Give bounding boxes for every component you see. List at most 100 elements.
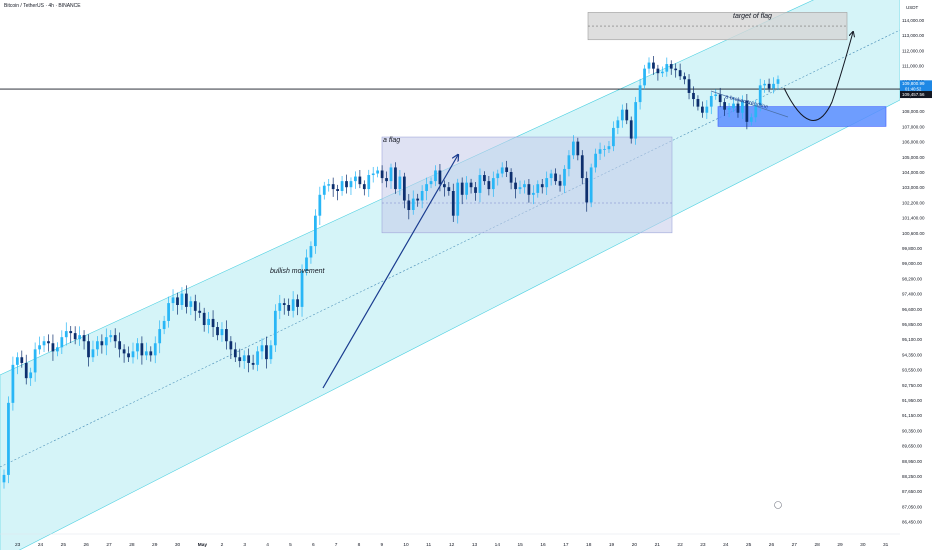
projection-arrow <box>783 32 853 121</box>
candle-body <box>687 79 691 93</box>
price-tick-label: 108,000.00 <box>902 109 925 114</box>
time-tick-label: 17 <box>563 542 569 548</box>
candle-body <box>607 146 611 150</box>
candle-body <box>429 181 433 185</box>
candle-body <box>701 106 704 113</box>
candle-body <box>51 343 55 352</box>
candle-body <box>394 167 397 190</box>
price-tick-label: 96,600.00 <box>902 307 923 312</box>
candle-body <box>554 173 557 182</box>
candle-body <box>171 297 175 304</box>
target-label: target of flag <box>733 13 772 20</box>
candle-body <box>758 85 762 106</box>
candle-body <box>567 155 571 169</box>
time-tick-label: 29 <box>837 542 843 548</box>
price-tick-label: 87,050.00 <box>902 504 923 509</box>
candle-body <box>38 345 41 350</box>
candle-body <box>260 345 264 352</box>
time-tick-label: 4 <box>266 542 269 548</box>
candle-body <box>509 172 513 183</box>
candle-body <box>420 191 424 201</box>
candle-body <box>287 305 291 311</box>
candle-body <box>56 347 59 352</box>
candle-body <box>732 103 735 109</box>
price-tick-label: 91,150.00 <box>902 413 923 418</box>
flag-box <box>381 136 673 234</box>
time-tick-label: 24 <box>723 542 729 548</box>
candle-body <box>233 349 237 358</box>
price-tick-label: 99,000.00 <box>902 261 923 266</box>
candle-countdown: 01:40:52 <box>905 86 922 91</box>
candle-body <box>518 187 522 190</box>
candle-body <box>322 185 326 195</box>
candle-body <box>207 318 210 326</box>
candle-body <box>434 170 437 182</box>
candle-body <box>162 320 166 330</box>
candle-body <box>709 96 713 107</box>
candle-body <box>380 170 384 179</box>
candle-body <box>238 357 242 362</box>
time-tick-label: 30 <box>175 542 181 548</box>
candle-body <box>620 109 624 121</box>
candle-body <box>100 341 104 346</box>
candle-body <box>402 176 406 201</box>
time-tick-label: 2 <box>221 542 224 548</box>
price-tick-label: 107,000.00 <box>902 124 925 129</box>
candle-body <box>300 270 304 307</box>
candle-body <box>265 345 268 360</box>
candle-body <box>389 167 393 182</box>
candle-body <box>478 175 482 193</box>
candle-body <box>589 167 593 203</box>
candle-body <box>772 83 775 89</box>
candle-body <box>527 184 531 195</box>
replay-icon[interactable] <box>774 501 782 509</box>
bullish-movement-label: bullish movement <box>270 268 326 275</box>
candle-body <box>754 105 758 118</box>
broken-trendline <box>710 90 789 118</box>
time-tick-label: 25 <box>61 542 67 548</box>
candle-body <box>523 184 526 188</box>
candle-body <box>598 149 602 154</box>
candle-body <box>189 301 193 307</box>
candle-body <box>33 349 37 373</box>
candle-body <box>122 349 126 354</box>
candle-body <box>714 94 718 96</box>
candle-body <box>331 184 335 190</box>
time-tick-label: 3 <box>243 542 246 548</box>
candle-body <box>345 181 348 188</box>
candle-body <box>585 178 589 203</box>
candle-body <box>371 173 375 176</box>
price-tick-label: 91,950.00 <box>902 398 923 403</box>
candle-body <box>291 299 295 311</box>
price-tick-label: 111,000.00 <box>902 64 924 69</box>
candle-body <box>767 83 771 89</box>
time-tick-label: 23 <box>15 542 21 548</box>
price-tick-label: 93,550.00 <box>902 368 923 373</box>
price-tick-label: 113,000.00 <box>902 33 925 38</box>
candle-body <box>496 173 500 179</box>
candle-body <box>487 181 491 190</box>
candle-body <box>451 191 455 216</box>
candle-body <box>447 187 451 191</box>
candle-body <box>242 355 246 362</box>
price-tick-label: 101,400.00 <box>902 216 925 221</box>
candle-body <box>638 85 642 103</box>
candle-body <box>763 83 767 86</box>
time-tick-label: 22 <box>677 542 683 548</box>
candle-body <box>572 141 575 156</box>
price-axis-unit: USDT <box>906 5 919 10</box>
candle-body <box>376 170 380 174</box>
price-tick-label: 114,000.00 <box>902 18 925 23</box>
candle-body <box>180 293 184 305</box>
candle-body <box>229 341 233 350</box>
candle-body <box>211 318 215 328</box>
level-price-tag <box>900 91 932 99</box>
candle-body <box>318 194 322 216</box>
time-tick-label: 16 <box>540 542 546 548</box>
price-tick-label: 95,850.00 <box>902 322 923 327</box>
level-price-value: 109,457.56 <box>902 92 925 97</box>
price-tick-label: 90,350.00 <box>902 428 923 433</box>
candle-body <box>603 149 606 150</box>
